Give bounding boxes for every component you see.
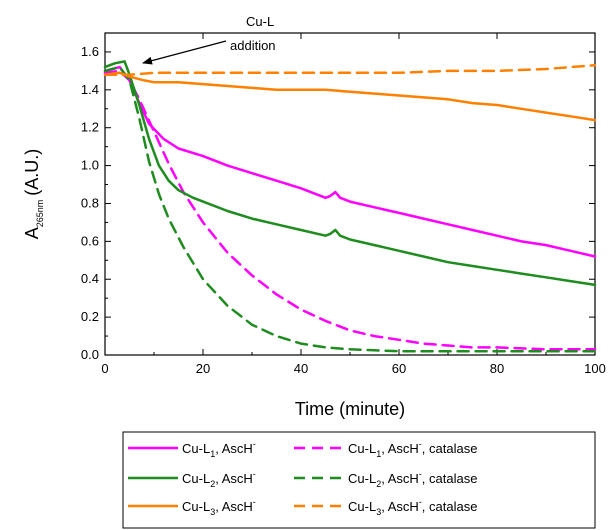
legend-label: Cu-L2, AscH-	[182, 469, 256, 489]
x-tick-label: 40	[294, 361, 308, 376]
y-tick-label: 0.0	[81, 347, 99, 362]
x-tick-label: 60	[392, 361, 406, 376]
annotation-arrow	[142, 40, 227, 65]
x-axis-ticks: 0 20 40 60 80 100	[101, 33, 606, 376]
y-tick-label: 1.4	[81, 82, 99, 97]
legend-label: Cu-L3, AscH-, catalase	[348, 497, 477, 517]
y-axis-ticks: 0.0 0.2 0.4 0.6 0.8 1.0 1.2 1.4 1.6	[81, 32, 595, 362]
series-line-1	[103, 65, 597, 258]
series-line-3	[103, 60, 597, 287]
y-tick-label: 1.0	[81, 158, 99, 173]
y-tick-label: 0.8	[81, 195, 99, 210]
y-axis-symbol: A	[22, 227, 42, 239]
x-tick-label: 0	[101, 361, 108, 376]
series-line-2	[103, 69, 597, 351]
y-axis-title: A265nm (A.U.)	[22, 149, 45, 240]
legend-label: Cu-L2, AscH-, catalase	[348, 469, 477, 489]
series-line-4	[103, 65, 597, 353]
y-tick-label: 1.6	[81, 44, 99, 59]
series-line-6	[103, 63, 597, 76]
y-axis-subscript: 265nm	[35, 200, 45, 228]
y-tick-label: 0.4	[81, 271, 99, 286]
x-tick-label: 80	[490, 361, 504, 376]
series-line-5	[103, 71, 597, 122]
legend-label: Cu-L3, AscH-	[182, 497, 256, 517]
series-lines	[103, 60, 597, 353]
y-tick-label: 0.2	[81, 309, 99, 324]
y-tick-label: 1.2	[81, 120, 99, 135]
legend-label: Cu-L1, AscH-	[182, 439, 256, 459]
legend-label: Cu-L1, AscH-, catalase	[348, 439, 477, 459]
y-axis-unit: (A.U.)	[22, 149, 42, 196]
x-tick-label: 20	[196, 361, 210, 376]
annotation-line-1: Cu-L	[246, 14, 274, 29]
x-tick-label: 100	[584, 361, 606, 376]
y-tick-label: 0.6	[81, 233, 99, 248]
legend-box	[122, 431, 596, 529]
legend: Cu-L1, AscH- Cu-L1, AscH-, catalase Cu-L2,…	[122, 431, 596, 529]
x-axis-title: Time (minute)	[295, 399, 405, 419]
annotation-line-2: addition	[230, 38, 276, 53]
